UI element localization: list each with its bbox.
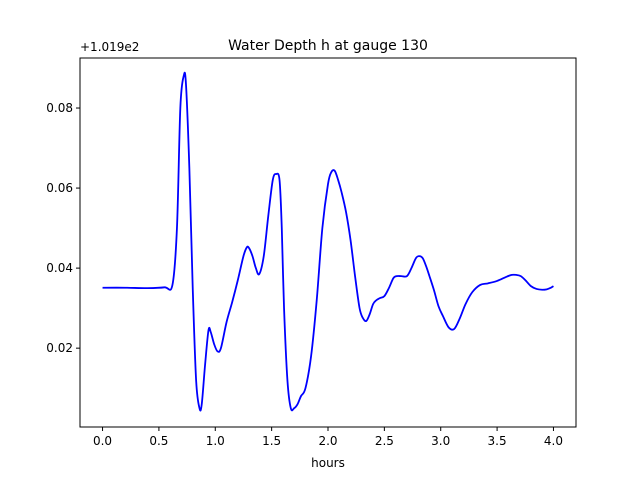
x-tick-label: 3.0 — [431, 434, 450, 448]
x-tick-label: 0.5 — [149, 434, 168, 448]
x-axis-label: hours — [311, 456, 345, 470]
chart-title: Water Depth h at gauge 130 — [228, 38, 428, 54]
series-line — [102, 71, 554, 412]
y-tick-label: 0.02 — [46, 341, 73, 355]
y-offset-text: +1.019e2 — [80, 40, 139, 54]
x-tick-label: 0.0 — [93, 434, 112, 448]
plot-area — [102, 71, 554, 412]
y-axis: 0.02 0.04 0.06 0.08 — [46, 101, 80, 355]
x-tick-label: 2.0 — [318, 434, 337, 448]
x-tick-label: 3.5 — [488, 434, 507, 448]
y-tick-label: 0.04 — [46, 261, 73, 275]
x-tick-label: 1.0 — [206, 434, 225, 448]
x-tick-label: 4.0 — [544, 434, 563, 448]
x-tick-label: 1.5 — [262, 434, 281, 448]
x-axis: 0.0 0.5 1.0 1.5 2.0 2.5 3.0 3.5 4.0 — [93, 427, 563, 448]
y-tick-label: 0.08 — [46, 101, 73, 115]
x-tick-label: 2.5 — [375, 434, 394, 448]
y-tick-label: 0.06 — [46, 181, 73, 195]
